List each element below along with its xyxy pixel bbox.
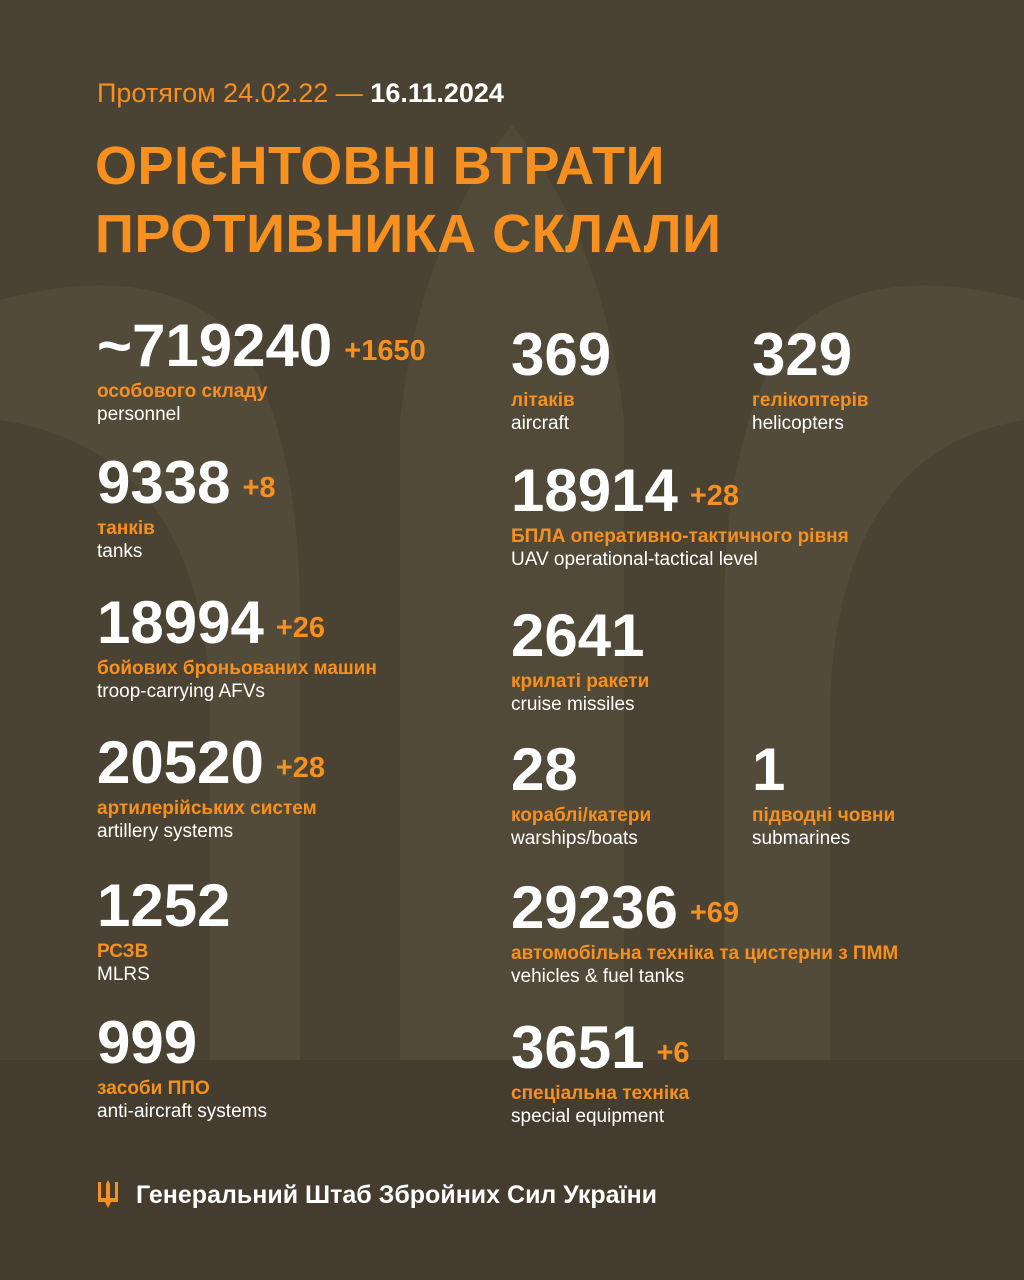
stat-label-en: special equipment — [511, 1106, 665, 1127]
stat-label-ua: РСЗВ — [97, 941, 149, 962]
stat-warships: 28 кораблі/катери warships/boats — [511, 740, 651, 850]
stat-value: 1252 — [97, 872, 231, 939]
stat-artillery: 20520 +28 артилерійських систем artillery s… — [97, 733, 325, 843]
stat-label-ua: літаків — [511, 390, 575, 411]
stat-cruise-missiles: 2641 крилаті ракети cruise missiles — [511, 606, 649, 716]
stat-label-en: submarines — [752, 828, 851, 849]
stat-value: 369 — [511, 321, 612, 388]
stat-value: 18914 — [511, 457, 678, 524]
stat-label-ua: гелікоптерів — [752, 390, 869, 411]
stat-aircraft: 369 літаків aircraft — [511, 325, 611, 435]
stat-value: 329 — [752, 321, 853, 388]
stat-air-defense: 999 засоби ППО anti-aircraft systems — [97, 1013, 267, 1123]
period-end: 16.11.2024 — [370, 78, 504, 108]
stat-label-en: cruise missiles — [511, 694, 635, 715]
stat-label-ua: підводні човни — [752, 805, 896, 826]
stat-label-en: artillery systems — [97, 821, 234, 842]
stat-value: 28 — [511, 736, 578, 803]
stat-label-ua: спеціальна техніка — [511, 1083, 690, 1104]
stat-label-ua: кораблі/катери — [511, 805, 652, 826]
stat-value: 18994 — [97, 589, 264, 656]
stat-tanks: 9338 +8 танків tanks — [97, 453, 276, 563]
trident-icon — [98, 1180, 118, 1208]
stat-label-en: personnel — [97, 404, 181, 425]
stat-helicopters: 329 гелікоптерів helicopters — [752, 325, 869, 435]
stat-label-ua: танків — [97, 518, 155, 539]
stat-mlrs: 1252 РСЗВ MLRS — [97, 876, 230, 986]
stat-special: 3651 +6 спеціальна техніка special equipmen… — [511, 1018, 690, 1128]
stat-label-ua: автомобільна техніка та цистерни з ПММ — [511, 943, 899, 964]
stat-label-ua: особового складу — [97, 381, 268, 402]
stat-label-en: warships/boats — [511, 828, 638, 849]
footer-text: Генеральний Штаб Збройних Сил України — [136, 1180, 658, 1209]
stat-label-en: MLRS — [97, 964, 150, 985]
title-line-1: ОРІЄНТОВНІ ВТРАТИ — [95, 136, 665, 196]
period-start: Протягом 24.02.22 — — [97, 78, 363, 108]
stat-delta: +69 — [689, 897, 740, 929]
stat-value: 29236 — [511, 874, 678, 941]
stat-label-ua: бойових броньованих машин — [97, 658, 377, 679]
stat-value: 2641 — [511, 602, 645, 669]
stat-label-en: UAV operational-tactical level — [511, 549, 758, 570]
title-line-2: ПРОТИВНИКА СКЛАЛИ — [95, 204, 722, 264]
stat-value: 20520 — [97, 729, 264, 796]
stat-delta: +28 — [689, 480, 740, 512]
stat-label-en: helicopters — [752, 413, 844, 434]
footer: Генеральний Штаб Збройних Сил України — [96, 1180, 657, 1210]
stat-submarines: 1 підводні човни submarines — [752, 740, 895, 850]
stat-uav: 18914 +28 БПЛА оперативно-тактичного рівня… — [511, 461, 849, 571]
stat-value: 9338 — [97, 449, 231, 516]
stat-label-en: tanks — [97, 541, 143, 562]
stat-label-en: troop-carrying AFVs — [97, 681, 265, 702]
stat-value: 1 — [752, 736, 786, 803]
stat-label-en: aircraft — [511, 413, 570, 434]
stat-delta: +6 — [656, 1037, 690, 1069]
stat-personnel: ~719240 +1650 особового складу personnel — [97, 316, 426, 426]
period: Протягом 24.02.22 — 16.11.2024 — [97, 78, 504, 109]
stat-vehicles: 29236 +69 автомобільна техніка та цистерни… — [511, 878, 898, 988]
stat-value: ~719240 — [97, 312, 333, 379]
stat-label-ua: засоби ППО — [97, 1078, 210, 1099]
stat-delta: +28 — [275, 752, 326, 784]
stat-label-ua: крилаті ракети — [511, 671, 650, 692]
stat-value: 3651 — [511, 1014, 645, 1081]
stat-label-ua: БПЛА оперативно-тактичного рівня — [511, 526, 849, 547]
stat-value: 999 — [97, 1009, 198, 1076]
stat-delta: +26 — [275, 612, 326, 644]
stat-delta: +8 — [242, 472, 276, 504]
stat-label-en: anti-aircraft systems — [97, 1101, 267, 1122]
stat-label-en: vehicles & fuel tanks — [511, 966, 685, 987]
page-title: ОРІЄНТОВНІ ВТРАТИ ПРОТИВНИКА СКЛАЛИ — [95, 132, 721, 268]
stat-label-ua: артилерійських систем — [97, 798, 317, 819]
stat-delta: +1650 — [344, 335, 426, 367]
stat-afv: 18994 +26 бойових броньованих машин troop-c… — [97, 593, 377, 703]
